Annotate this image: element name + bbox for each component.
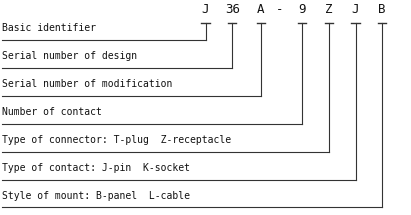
Text: 9: 9 [298, 3, 306, 16]
Text: Serial number of modification: Serial number of modification [2, 79, 173, 89]
Text: Number of contact: Number of contact [2, 107, 102, 117]
Text: J: J [352, 3, 359, 16]
Text: J: J [202, 3, 209, 16]
Text: Serial number of design: Serial number of design [2, 51, 137, 61]
Text: Type of connector: T-plug  Z-receptacle: Type of connector: T-plug Z-receptacle [2, 135, 231, 145]
Text: 36: 36 [225, 3, 240, 16]
Text: Type of contact: J-pin  K-socket: Type of contact: J-pin K-socket [2, 163, 190, 173]
Text: Z: Z [325, 3, 332, 16]
Text: Basic identifier: Basic identifier [2, 23, 96, 33]
Text: B: B [379, 3, 386, 16]
Text: -: - [276, 3, 283, 16]
Text: Style of mount: B-panel  L-cable: Style of mount: B-panel L-cable [2, 191, 190, 201]
Text: A: A [257, 3, 265, 16]
